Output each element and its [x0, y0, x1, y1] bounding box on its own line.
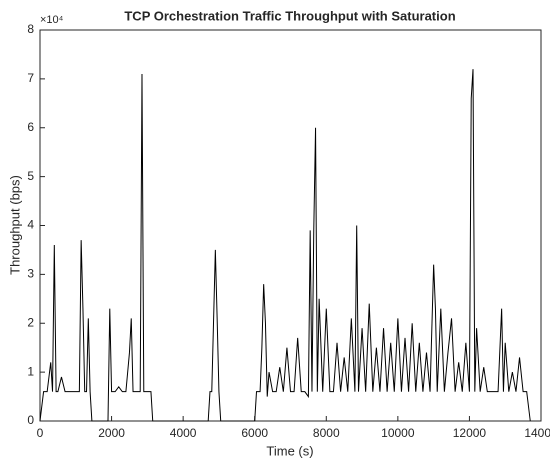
x-tick-label: 0: [37, 426, 44, 440]
y-axis-label: Throughput (bps): [7, 175, 22, 275]
line-series: [39, 69, 531, 422]
y-exponent: ×10⁴: [40, 14, 64, 26]
y-tick-label: 3: [27, 267, 34, 281]
y-tick-label: 0: [27, 413, 34, 427]
x-axis-label: Time (s): [266, 443, 313, 458]
y-tick-label: 5: [27, 169, 34, 183]
x-tick-label: 6000: [241, 426, 268, 440]
x-tick-label: 10000: [381, 426, 415, 440]
y-tick-label: 8: [27, 22, 34, 36]
chart-title: TCP Orchestration Traffic Throughput wit…: [124, 8, 455, 23]
x-tick-label: 12000: [453, 426, 487, 440]
x-tick-label: 2000: [98, 426, 125, 440]
x-tick-label: 14000: [524, 426, 550, 440]
y-tick-label: 2: [27, 315, 34, 329]
y-tick-label: 4: [27, 218, 34, 232]
x-tick-label: 8000: [313, 426, 340, 440]
y-tick-label: 7: [27, 71, 34, 85]
y-tick-label: 6: [27, 120, 34, 134]
plot-frame: [39, 29, 542, 422]
x-tick-label: 4000: [170, 426, 197, 440]
y-tick-label: 1: [27, 364, 34, 378]
